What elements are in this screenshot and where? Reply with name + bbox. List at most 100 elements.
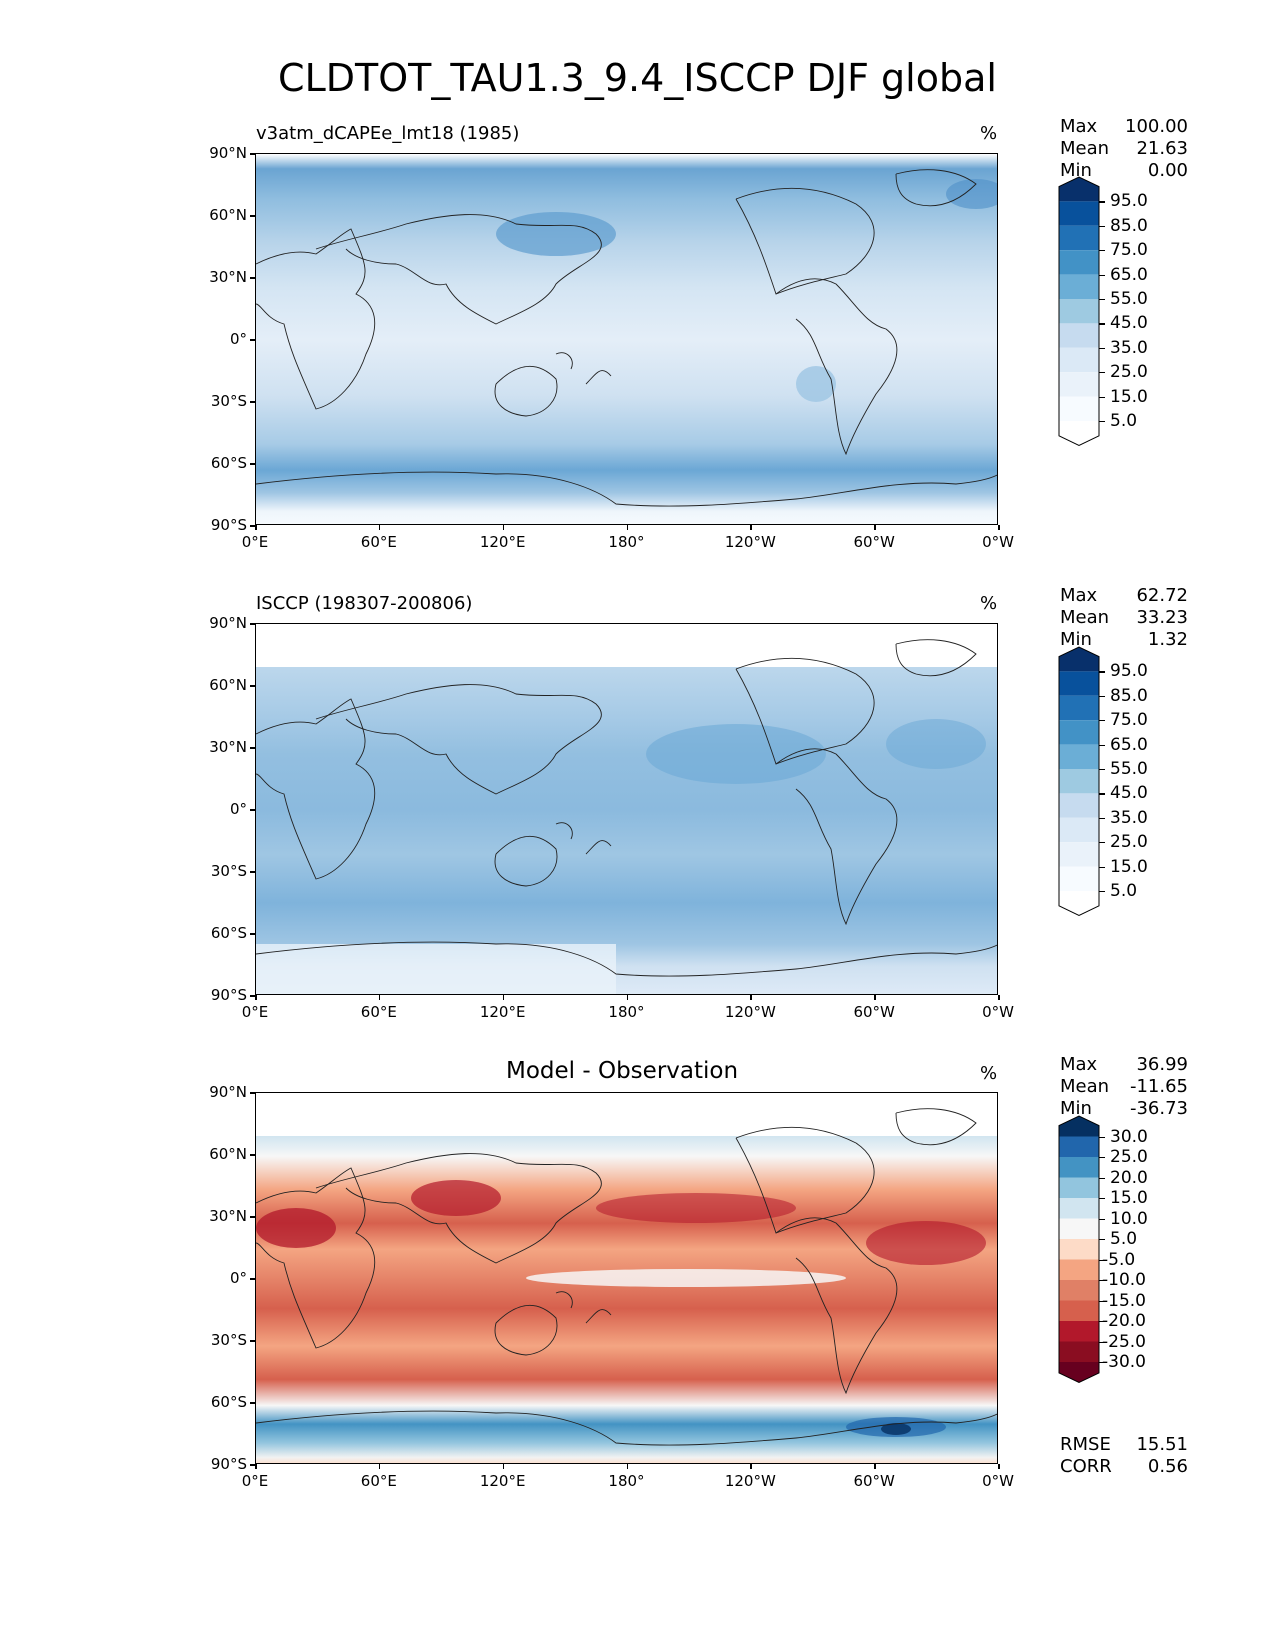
colorbar-tick-label: 65.0 <box>1110 264 1148 285</box>
lat-tick-label: 30°N <box>209 268 247 286</box>
lon-tick-label: 120°W <box>724 1003 776 1021</box>
colorbar-tick <box>1099 1177 1105 1179</box>
lat-tick-label: 90°N <box>209 614 247 632</box>
colorbar-tick-label: 15.0 <box>1110 386 1148 407</box>
colorbar-tick-label: 15.0 <box>1110 1188 1148 1208</box>
colorbar-tick-label: 45.0 <box>1110 313 1148 334</box>
lon-tick-label: 0°W <box>982 533 1014 551</box>
colorbar-tick-label: -10.0 <box>1102 1270 1146 1290</box>
colorbar-segment <box>1059 1218 1099 1239</box>
stat-label: Mean <box>1060 607 1110 628</box>
colorbar-segment <box>1059 250 1099 275</box>
colorbar-tick <box>1099 1321 1105 1323</box>
colorbar-outline <box>1058 1115 1100 1384</box>
lat-tick-label: 60°N <box>209 676 247 694</box>
lat-tick-mark <box>250 525 255 527</box>
lon-tick-mark <box>626 1464 628 1469</box>
map-plot <box>255 1092 998 1464</box>
colorbar-tick <box>1099 671 1105 673</box>
colorbar-tick <box>1099 891 1105 893</box>
stat-value: 36.99 <box>1136 1054 1188 1075</box>
lon-tick-label: 0°E <box>241 1003 269 1021</box>
colorbar-tick-label: 30.0 <box>1110 1126 1148 1147</box>
lat-tick-label: 30°S <box>210 392 247 410</box>
lon-tick-label: 180° <box>608 1003 645 1021</box>
lat-tick-mark <box>250 1340 255 1342</box>
lat-tick-label: 60°S <box>210 924 247 942</box>
stat-row: Max 36.99 <box>1060 1054 1188 1076</box>
colorbar-tick-label: 95.0 <box>1110 661 1148 682</box>
difference-patch <box>881 1423 911 1435</box>
colorbar-tick-label: 75.0 <box>1110 240 1148 261</box>
colorbar-segment <box>1059 225 1099 251</box>
lat-tick-label: 0° <box>229 330 247 348</box>
lat-tick-mark <box>250 1154 255 1156</box>
lon-tick-label: 120°E <box>479 1472 526 1490</box>
lon-tick-label: 120°W <box>724 533 776 551</box>
lat-tick-label: 60°N <box>209 1145 247 1163</box>
colorbar-tick <box>1099 225 1105 227</box>
cloud-field <box>256 624 997 994</box>
colorbar-tick-label: -5.0 <box>1102 1249 1136 1270</box>
stat-row: Mean 33.23 <box>1060 607 1188 629</box>
lat-tick-mark <box>250 1402 255 1404</box>
stat-label: Max <box>1060 1054 1098 1075</box>
colorbar-segment <box>1059 1259 1099 1280</box>
rmse-label: RMSE <box>1060 1434 1111 1455</box>
colorbar-outline <box>1058 646 1100 916</box>
colorbar-tick-label: 65.0 <box>1110 734 1148 755</box>
lat-tick-mark <box>250 463 255 465</box>
lon-tick-label: 60°W <box>853 1472 895 1490</box>
difference-patch <box>866 1221 986 1265</box>
colorbar-tick <box>1099 421 1105 423</box>
colorbar-segment <box>1059 347 1099 373</box>
lat-tick-label: 60°S <box>210 1393 247 1411</box>
lon-tick-label: 180° <box>608 533 645 551</box>
colorbar-segment <box>1059 891 1099 916</box>
lat-tick-label: 90°S <box>210 1455 247 1473</box>
colorbar-segment <box>1059 1341 1099 1362</box>
stat-label: Min <box>1060 1098 1092 1119</box>
colorbar-segment <box>1059 1300 1099 1321</box>
lon-tick-mark <box>998 995 1000 1000</box>
lon-tick-mark <box>502 525 505 530</box>
colorbar-tick-label: -15.0 <box>1102 1290 1146 1311</box>
colorbar-tick-label: 55.0 <box>1110 759 1148 779</box>
colorbar-tick-label: 5.0 <box>1110 411 1138 431</box>
stat-row: Min -36.73 <box>1060 1098 1188 1120</box>
colorbar-tick-label: 25.0 <box>1110 362 1148 383</box>
difference-patch <box>596 1193 796 1223</box>
lat-tick-label: 60°S <box>210 454 247 472</box>
colorbar-segment <box>1059 671 1099 696</box>
colorbar-segment <box>1059 177 1099 202</box>
colorbar-tick <box>1099 1157 1105 1159</box>
colorbar-outline <box>1058 176 1100 446</box>
lat-tick-mark <box>250 871 255 873</box>
lon-tick-mark <box>750 1464 752 1469</box>
lat-tick-label: 90°S <box>210 516 247 534</box>
colorbar-tick <box>1099 299 1105 301</box>
stat-label: Min <box>1060 629 1092 650</box>
colorbar-tick <box>1099 1198 1105 1200</box>
colorbar-tick <box>1099 1300 1105 1302</box>
colorbar-tick-label: -25.0 <box>1102 1331 1146 1352</box>
lon-tick-mark <box>750 525 752 530</box>
lat-tick-mark <box>250 153 255 155</box>
metrics-block: RMSE 15.51 CORR 0.56 <box>1060 1434 1188 1478</box>
colorbar-tick-label: 10.0 <box>1110 1208 1148 1229</box>
lat-tick-mark <box>250 1278 255 1280</box>
colorbar-tick <box>1099 1341 1105 1343</box>
colorbar <box>1058 1115 1100 1384</box>
colorbar-segment <box>1059 647 1099 672</box>
cloud-patch <box>796 366 836 402</box>
stat-row: Mean 21.63 <box>1060 138 1188 160</box>
colorbar-segment <box>1059 817 1099 843</box>
lat-tick-mark <box>250 215 255 217</box>
difference-patch <box>526 1269 846 1287</box>
colorbar-tick-label: -20.0 <box>1102 1311 1146 1331</box>
colorbar-tick-label: 85.0 <box>1110 215 1148 236</box>
colorbar-tick-label: 25.0 <box>1110 832 1148 853</box>
colorbar-segment <box>1059 1157 1099 1178</box>
stat-value: 62.72 <box>1136 585 1188 606</box>
lat-tick-label: 0° <box>229 1269 247 1287</box>
